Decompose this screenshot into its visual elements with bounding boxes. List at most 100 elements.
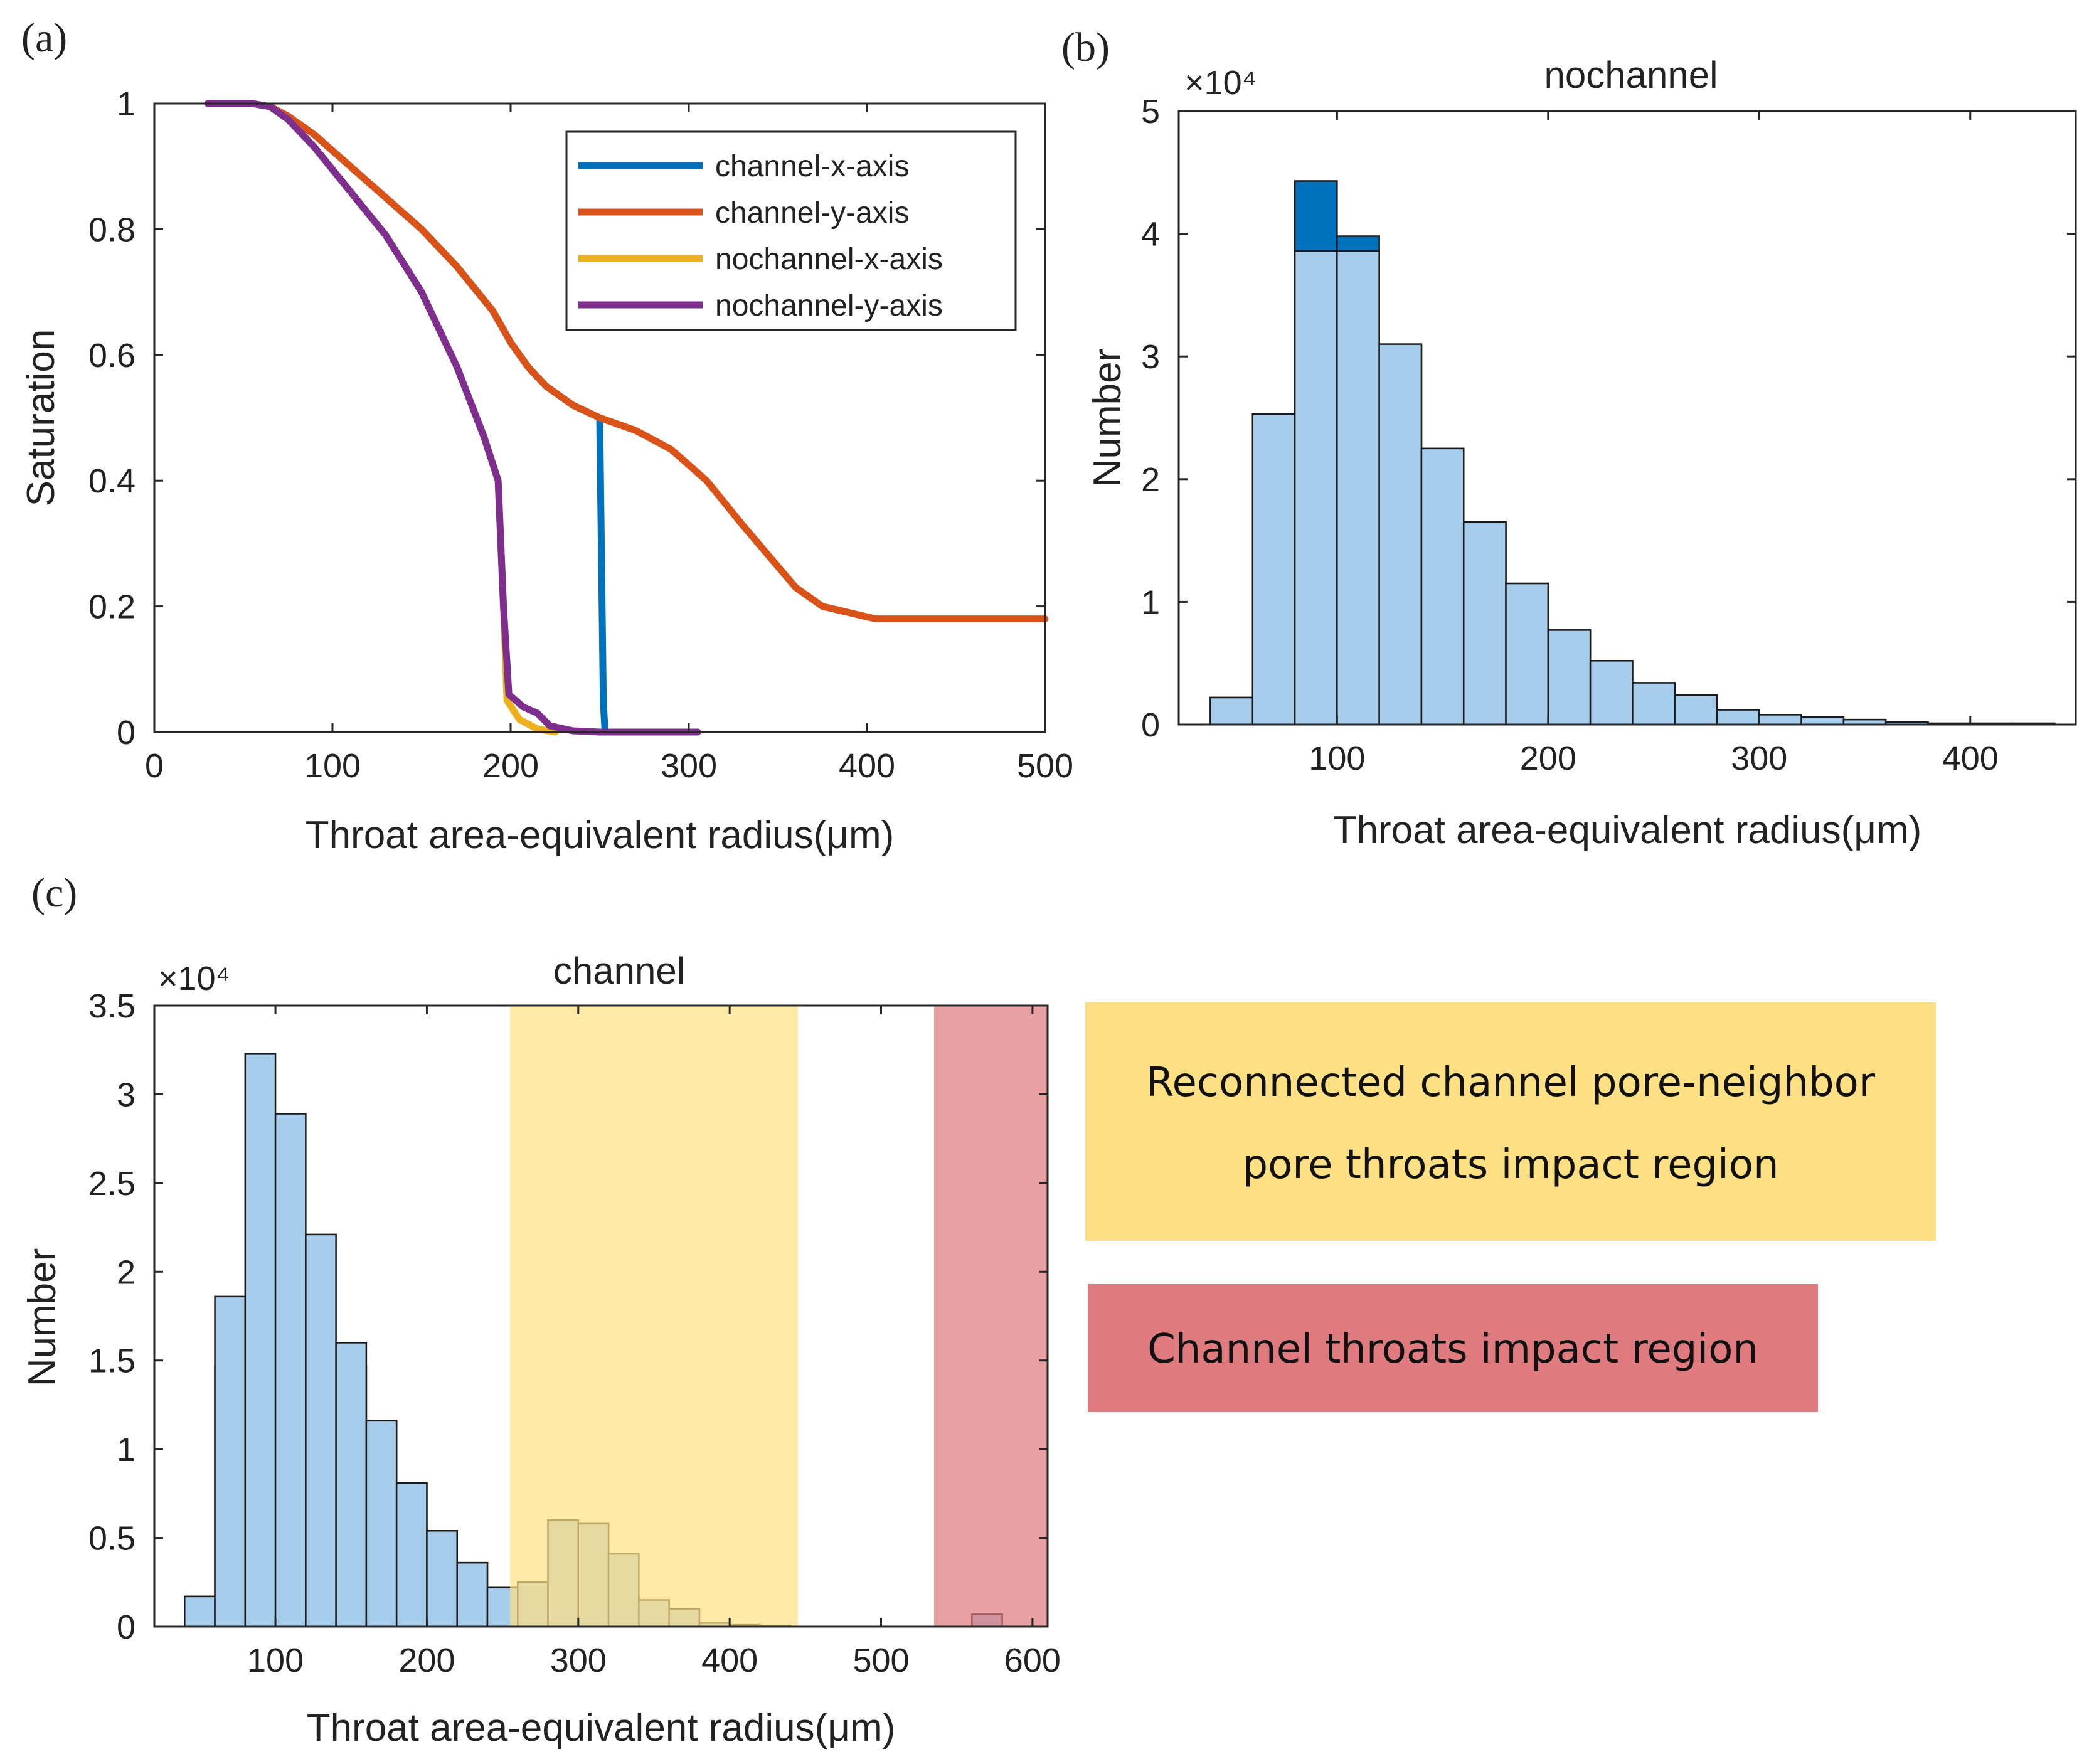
chart-b-bar-y-direction: [1674, 694, 1718, 726]
chart-a-xtick-label: 400: [839, 747, 895, 785]
chart-a-xtick-label: 300: [661, 747, 717, 785]
chart-a-xlabel: Throat area-equivalent radius(μm): [306, 814, 895, 857]
chart-a-saturation: 0 100 200 300 400 500 0 0.2 0.4 0.6 0.8 1 Throat ar…: [19, 85, 1073, 857]
chart-c-ytick-label: 1.5: [88, 1342, 136, 1380]
chart-c-bar-y-direction: [184, 1595, 216, 1628]
chart-c-ytick-label: 3.5: [88, 987, 136, 1025]
chart-a-ytick-label: 0.8: [88, 211, 136, 248]
chart-a-series-group: [204, 100, 1049, 736]
chart-c-bar-y-direction: [395, 1482, 428, 1628]
chart-c-reconnected-region: [510, 1006, 798, 1627]
chart-a-ytick-label: 0.6: [88, 337, 136, 375]
chart-c-ytick-label: 0.5: [88, 1520, 136, 1558]
chart-b-xlabel: Throat area-equivalent radius(μm): [1333, 809, 1922, 852]
panel-label-c: (c): [31, 870, 77, 916]
chart-a-ylabel: Saturation: [19, 329, 63, 507]
chart-c-xtick-label: 500: [853, 1642, 909, 1679]
chart-b-bar-y-direction: [1336, 250, 1380, 726]
chart-c-xtick-label: 100: [247, 1642, 304, 1679]
chart-a-legend: channel-x-axis channel-y-axis nochannel-…: [565, 130, 1017, 331]
chart-b-ytick-label: 4: [1141, 216, 1160, 253]
reconnected-region-line-2: pore throats impact region: [1242, 1142, 1778, 1188]
chart-b-bar-y-direction: [1800, 716, 1845, 726]
chart-a-ytick-label: 1: [117, 85, 136, 123]
chart-c-channel-region: [933, 1006, 1048, 1627]
series-line-channel-y-axis: [204, 100, 1049, 623]
chart-c-bar-y-direction: [426, 1530, 458, 1628]
chart-c-bar-y-direction: [365, 1420, 398, 1628]
chart-b-bar-y-direction: [1716, 709, 1760, 726]
chart-b-bar-y-direction: [1547, 629, 1592, 726]
channel-region-box: [1088, 1284, 1818, 1412]
chart-b-xtick-label: 300: [1731, 740, 1787, 777]
chart-b-bar-y-direction: [1378, 343, 1423, 726]
chart-c-bar-y-direction: [456, 1561, 489, 1628]
chart-b-ytick-label: 2: [1141, 461, 1160, 499]
chart-a-ytick-label: 0: [117, 714, 136, 752]
series-line-nochannel-y-axis: [204, 100, 701, 736]
chart-b-ylabel: Number: [1086, 349, 1129, 487]
chart-a-xtick-label: 0: [145, 747, 164, 785]
chart-b-exponent: ×10⁴: [1184, 64, 1257, 102]
chart-c-xtick-label: 600: [1004, 1642, 1061, 1679]
chart-c-xtick-label: 200: [398, 1642, 455, 1679]
chart-b-bar-y-direction: [1758, 714, 1802, 726]
chart-c-exponent: ×10⁴: [158, 960, 230, 997]
chart-c-ytick-label: 0: [117, 1608, 136, 1646]
chart-c-ytick-label: 3: [117, 1076, 136, 1113]
chart-c-xtick-label: 300: [550, 1642, 607, 1679]
chart-b-bar-y-direction: [1632, 682, 1676, 726]
panel-label-b: (b): [1061, 24, 1110, 70]
chart-a-ticks: 0 100 200 300 400 500 0 0.2 0.4 0.6 0.8 1: [88, 85, 1073, 785]
chart-c-xtick-label: 400: [701, 1642, 758, 1679]
reconnected-region-line-1: Reconnected channel pore-neighbor: [1146, 1060, 1876, 1106]
chart-a-ytick-label: 0.4: [88, 462, 136, 500]
legend-label-channel-x: channel-x-axis: [715, 150, 909, 183]
chart-c-channel: 100 200 300 400 500 600 0 0.5 1 1.5 2 2.5 3 3.5 chann…: [21, 950, 1061, 1750]
chart-c-xlabel: Throat area-equivalent radius(μm): [307, 1706, 896, 1750]
chart-b-bar-y-direction: [1462, 521, 1507, 726]
chart-b-bar-y-direction: [1209, 696, 1254, 726]
legend-label-channel-y: channel-y-axis: [715, 196, 909, 230]
chart-c-bar-y-direction: [214, 1295, 247, 1628]
chart-b-bar-y-direction: [1589, 660, 1634, 726]
chart-c-frame: [153, 1004, 1049, 1628]
chart-b-bar-y-direction: [1505, 582, 1549, 726]
chart-b-xtick-label: 200: [1520, 740, 1576, 777]
chart-b-ytick-label: 5: [1141, 93, 1160, 130]
reconnected-region-annotation: Reconnected channel pore-neighbor pore t…: [1085, 1002, 1936, 1241]
chart-a-xtick-label: 200: [482, 747, 539, 785]
chart-b-frame: [1177, 110, 2077, 726]
chart-c-bar-y-direction: [274, 1113, 307, 1628]
chart-c-ticks: 100 200 300 400 500 600 0 0.5 1 1.5 2 2.5 3 3.5: [88, 987, 1061, 1679]
chart-a-xtick-label: 500: [1017, 747, 1073, 785]
chart-c-ytick-label: 2: [117, 1253, 136, 1291]
channel-region-annotation: Channel throats impact region: [1088, 1284, 1818, 1412]
chart-b-ytick-label: 3: [1141, 338, 1160, 376]
chart-b-nochannel: 100 200 300 400 0 1 2 3 4 5 nochannel ×10⁴ Throat…: [1086, 54, 2077, 852]
chart-b-bar-y-direction: [1294, 250, 1338, 726]
chart-c-ytick-label: 1: [117, 1431, 136, 1469]
chart-b-title: nochannel: [1544, 54, 1718, 96]
chart-b-xtick-label: 100: [1309, 740, 1365, 777]
chart-c-title: channel: [553, 950, 685, 992]
reconnected-region-box: [1085, 1002, 1936, 1241]
chart-b-ytick-label: 0: [1141, 706, 1160, 744]
chart-b-bar-y-direction: [1420, 447, 1465, 726]
chart-b-xtick-label: 400: [1942, 740, 1999, 777]
chart-c-region-overlay: [510, 1006, 1048, 1627]
legend-label-nochannel-y: nochannel-y-axis: [715, 289, 943, 322]
panel-label-a: (a): [21, 15, 67, 61]
chart-b-ticks: 100 200 300 400 0 1 2 3 4 5: [1141, 93, 2076, 777]
chart-c-ytick-label: 2.5: [88, 1165, 136, 1203]
chart-c-ylabel: Number: [21, 1248, 64, 1387]
chart-c-bar-y-direction: [335, 1342, 368, 1628]
chart-b-bar-y-direction: [1251, 413, 1296, 726]
chart-a-xtick-label: 100: [304, 747, 361, 785]
channel-region-text: Channel throats impact region: [1147, 1326, 1758, 1373]
chart-c-bar-y-direction: [244, 1053, 277, 1628]
chart-b-ytick-label: 1: [1141, 583, 1160, 621]
chart-c-bar-y-direction: [305, 1233, 337, 1628]
chart-a-frame: [153, 102, 1046, 733]
